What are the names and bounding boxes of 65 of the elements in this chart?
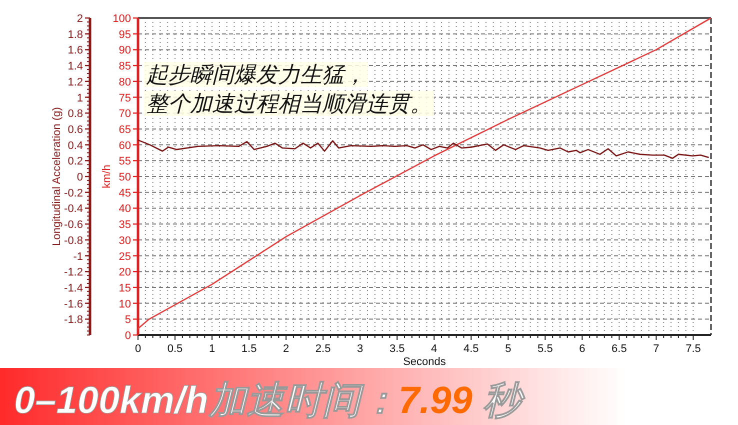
y-tick-label: -0.2: [64, 187, 83, 200]
y2-axis-title: km/h: [101, 164, 113, 188]
y-tick-label: 0.6: [68, 124, 83, 136]
line-series: [137, 139, 710, 159]
y-tick-label: 1.8: [68, 28, 83, 41]
y-tick-label: -0.6: [64, 219, 83, 232]
y-tick-label: 0.4: [68, 140, 83, 152]
y-tick-label: 1: [76, 92, 83, 104]
y2-tick-label: 100: [112, 13, 131, 25]
y2-tick-label: 75: [118, 92, 131, 104]
y2-tick-label: 85: [118, 60, 131, 73]
y-tick-label: -0.4: [64, 203, 83, 216]
y2-tick-label: 95: [118, 28, 131, 41]
y2-tick-label: 65: [118, 124, 131, 136]
x-tick-label: 4.5: [463, 343, 479, 355]
y-tick-label: -1.6: [64, 298, 83, 310]
x-tick-label: 0.5: [167, 343, 183, 355]
y2-tick-label: 20: [118, 266, 131, 279]
x-tick-label: 5: [505, 343, 512, 355]
y2-tick-label: 0: [124, 330, 131, 342]
x-tick-label: 7.5: [686, 343, 701, 355]
y-tick-label: -1: [73, 250, 83, 263]
y2-tick-label: 50: [118, 172, 131, 184]
y2-tick-label: 55: [118, 156, 131, 168]
y-tick-label: -1.2: [64, 266, 83, 279]
y2-tick-label: 25: [118, 250, 131, 263]
x-tick-label: 2.5: [315, 343, 331, 355]
y2-tick-label: 70: [118, 108, 131, 120]
y2-tick-label: 60: [118, 140, 131, 152]
y-tick-label: 2: [76, 13, 83, 25]
x-tick-label: 6: [579, 343, 586, 355]
x-tick-label: 3.5: [389, 343, 405, 355]
x-tick-label: 1: [208, 343, 216, 355]
y-tick-label: 1.6: [68, 44, 83, 57]
y-tick-label: 0.8: [68, 108, 83, 120]
y2-tick-label: 30: [118, 234, 131, 247]
y-tick-label: 1.2: [68, 76, 83, 88]
y2-tick-label: 80: [118, 76, 131, 88]
annotation: 起步瞬间爆发力生猛，: [146, 62, 366, 87]
x-tick-label: 1.5: [241, 343, 257, 355]
x-tick-label: 0: [134, 343, 142, 355]
line-series: [137, 17, 712, 330]
y2-tick-label: 45: [118, 187, 131, 200]
y2-tick-label: 90: [118, 44, 131, 57]
y2-tick-label: 10: [118, 298, 131, 310]
y-tick-label: 0.2: [68, 156, 83, 168]
y-tick-label: -1.4: [64, 282, 83, 294]
text: 0–100km/h加速时间：7.99 秒: [14, 380, 526, 422]
x-tick-label: 2: [283, 343, 290, 355]
y-tick-label: 0: [76, 172, 83, 184]
y2-tick-label: 40: [118, 203, 131, 216]
x-tick-label: 7: [653, 343, 660, 355]
x-tick-label: 3: [357, 343, 364, 355]
annotation: 整个加速过程相当顺滑连贯。: [146, 91, 432, 116]
x-axis-title: Seconds: [403, 356, 446, 368]
x-tick-label: 6.5: [612, 343, 627, 355]
y2-tick-label: 5: [124, 314, 131, 326]
y-tick-label: -0.8: [64, 234, 83, 247]
y-axis-title: Longitudinal Acceleration (g): [51, 107, 63, 246]
y-tick-label: 1.4: [68, 60, 83, 73]
y2-tick-label: 35: [118, 219, 131, 232]
y-tick-label: -1.8: [64, 314, 83, 326]
x-tick-label: 4: [431, 343, 438, 355]
x-tick-label: 5.5: [538, 343, 553, 355]
y2-tick-label: 15: [118, 282, 131, 294]
